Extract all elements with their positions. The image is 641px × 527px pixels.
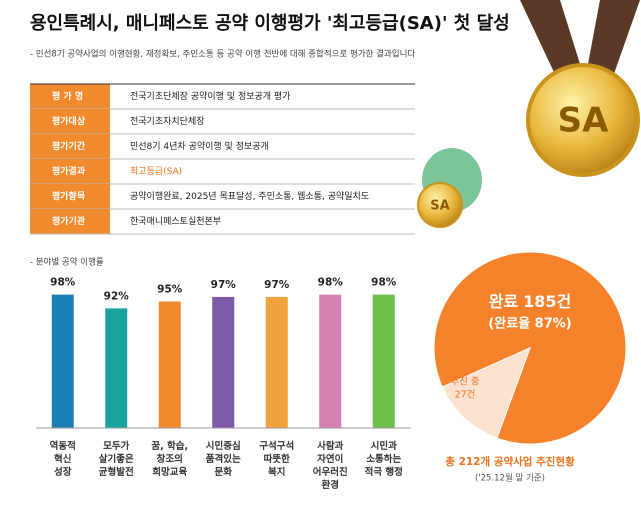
bar [265, 296, 288, 428]
table-label: 평가결과 [52, 165, 86, 177]
caption: 총 212개 공약사업 추진현황 [445, 455, 575, 468]
section-title: - 분야별 공약 이행률 [30, 257, 104, 268]
table-value: 최고등급(SA) [130, 166, 182, 177]
pie-slice [441, 347, 531, 439]
coin [417, 182, 463, 228]
slice-category: 완료 [489, 292, 519, 311]
table-label-cell [30, 209, 110, 234]
bar [372, 294, 395, 428]
bar [105, 308, 128, 428]
medal-label: SA [558, 101, 609, 141]
table-label: 평가항목 [52, 190, 85, 202]
table-label: 평가대상 [52, 115, 86, 127]
table-label-cell [30, 159, 110, 184]
bar [51, 294, 74, 428]
category-label: 모두가 살기좋은 균형발전 [98, 441, 134, 478]
value-label: 92% [104, 290, 130, 302]
category-label: 꿈, 학습, 창조의 희망교육 [151, 441, 189, 478]
title: 용인특례시, 매니페스토 공약 이행평가 '최고등급(SA)' 첫 달성 [30, 12, 510, 34]
value-label: 98% [318, 277, 344, 289]
bar [212, 296, 235, 428]
slice-value: 185건 [523, 292, 571, 311]
value-label: 95% [157, 284, 183, 296]
category-label: 역동적 혁신 성장 [49, 441, 76, 478]
table-value: 공약이행완료, 2025년 목표달성, 주민소통, 웹소통, 공약일치도 [130, 190, 369, 202]
table-label: 평 가 명 [52, 90, 83, 102]
table-value: 전국기초자치단체장 [130, 115, 205, 127]
slice-label: 완료 185건 [489, 292, 572, 311]
bar [319, 294, 342, 428]
category-label: 시민과 소통하는 적극 행정 [364, 441, 403, 478]
table-value: 민선8기 4년차 공약이행 및 정보공개 [130, 140, 269, 152]
table-value: 한국매니페스토실천본부 [130, 216, 221, 227]
table-label-cell [30, 84, 110, 109]
table-label-cell [30, 109, 110, 134]
value-label: 98% [50, 277, 76, 289]
slice-value: 27건 [455, 390, 476, 401]
subtitle: - 민선8기 공약사업의 이행현황, 재정확보, 주민소통 등 공약 이행 전반… [30, 49, 415, 60]
table-label: 평가기관 [52, 215, 86, 227]
table-label: 평가기간 [52, 140, 86, 152]
table-label-cell [30, 134, 110, 159]
bar [158, 301, 181, 428]
medal [526, 63, 640, 177]
coin-label: SA [430, 199, 449, 214]
ribbon [520, 0, 640, 85]
table-value: 전국기초단체장 공약이행 및 정보공개 평가 [130, 90, 291, 102]
note: ('25.12월 말 기준) [475, 473, 545, 484]
value-label: 98% [371, 277, 397, 289]
value-label: 97% [264, 279, 290, 291]
annotation: (완료율 87%) [488, 316, 571, 332]
category-label: 시민중심 품격있는 문화 [205, 441, 241, 478]
category-label: 구석구석 따뜻한 복지 [259, 441, 295, 478]
category-label: 사람과 자연이 어우러진 환경 [312, 441, 348, 491]
table-label-cell [30, 184, 110, 209]
value-label: 97% [211, 279, 237, 291]
slice-category: 추진 중 [450, 377, 479, 388]
